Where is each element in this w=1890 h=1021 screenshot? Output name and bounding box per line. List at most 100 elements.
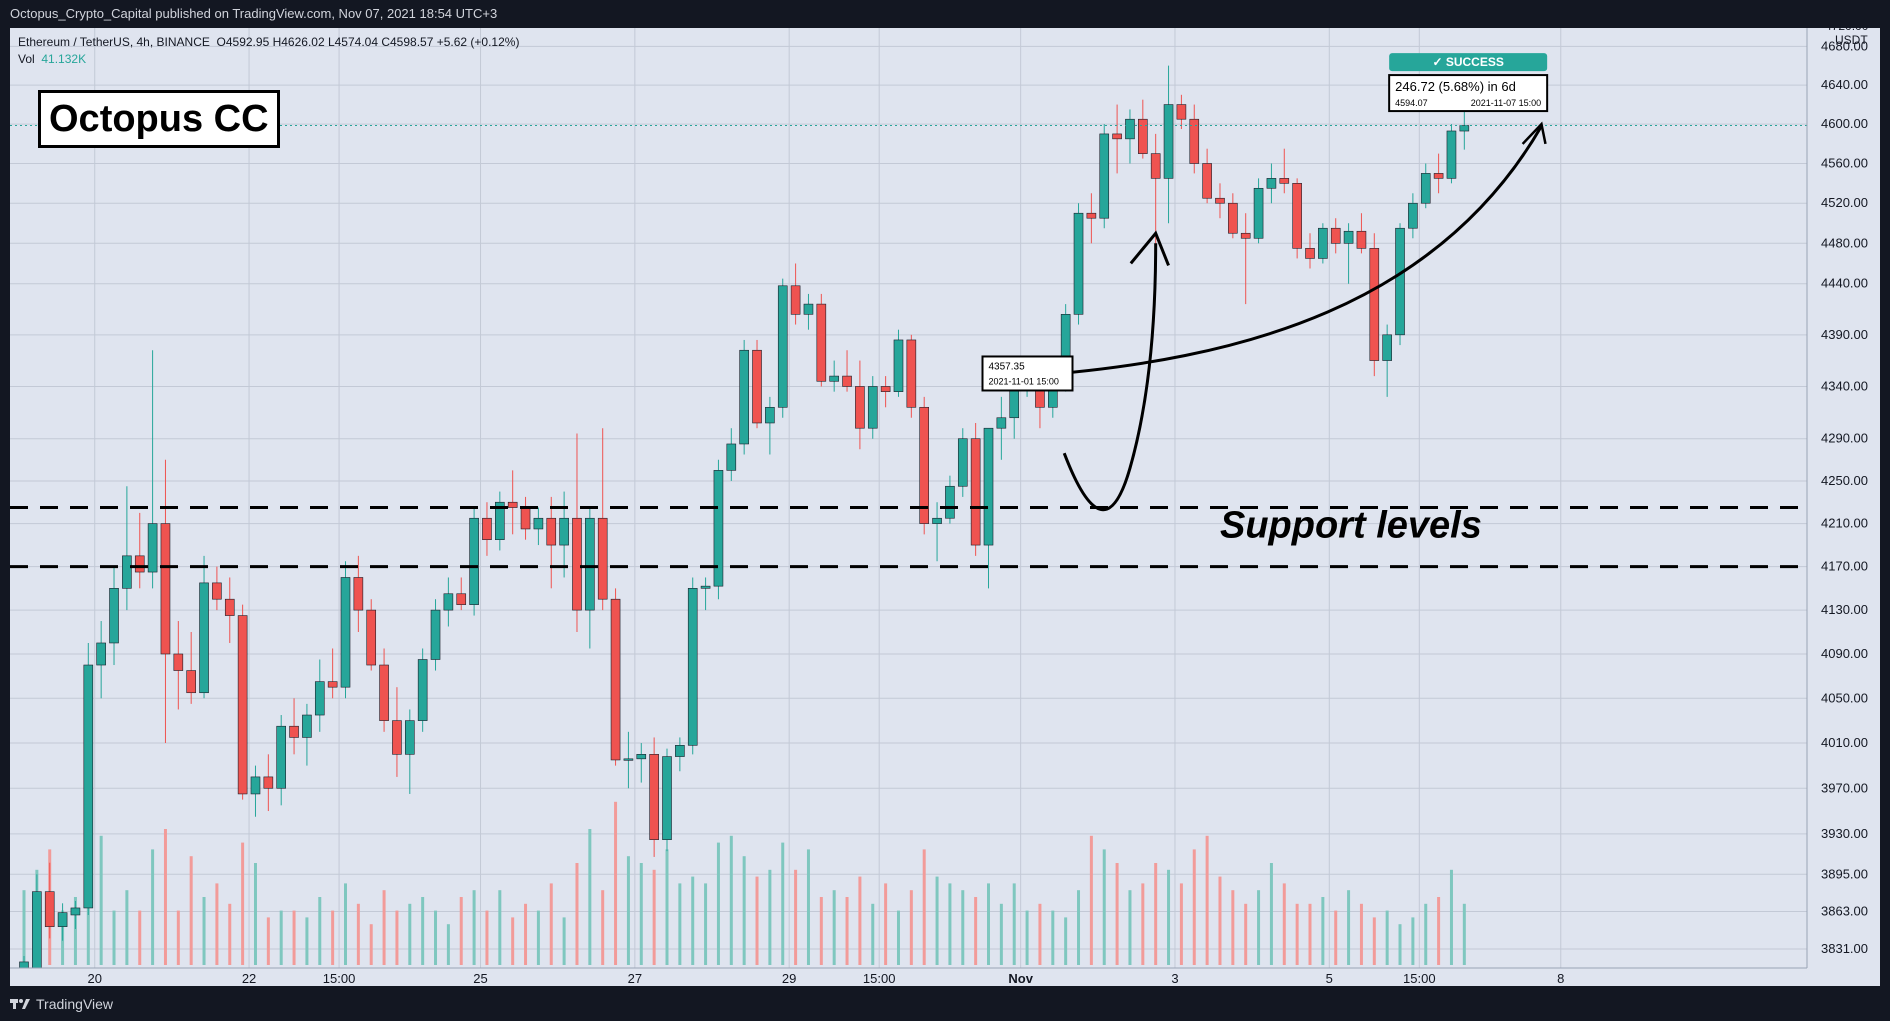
arrow-curve-1 [1062,243,1158,512]
candle-body [224,598,235,616]
measure-right: 2021-11-07 15:00 [1471,98,1541,108]
candle-body [1446,130,1457,179]
price-tick-label: 4250.00 [1821,473,1868,488]
volume-bar [639,863,643,965]
price-tick-label: 4290.00 [1821,431,1868,446]
volume-bar [138,910,142,965]
volume-bar [832,890,836,965]
volume-bar [253,863,257,965]
candle-body [739,349,749,445]
candle-body [816,303,827,382]
measure-start-price: 4357.35 [989,361,1026,372]
symbol-label[interactable]: Ethereum / TetherUS, 4h, BINANCE [18,35,210,49]
volume-bar [1012,883,1016,965]
footer-brand[interactable]: TradingView [36,995,114,1012]
time-tick-label: 25 [473,971,487,986]
volume-bar [729,835,733,965]
price-tick-label: 4050.00 [1821,690,1868,705]
candle-body [546,517,557,546]
candle-body [945,485,955,519]
candle-body [687,588,698,746]
volume-bar [1179,883,1183,965]
volume-bar [459,897,463,965]
candle-body [932,517,942,524]
candle-body [957,438,968,487]
price-tick-label: 4600.00 [1821,116,1868,131]
time-tick-label: Nov [1008,971,1033,986]
volume-bar [266,917,270,965]
volume-bar [1411,917,1415,965]
candle-body [1279,178,1290,184]
volume-bar [446,924,450,965]
candle-body [1395,227,1405,336]
volume-bar [511,917,515,965]
published-caption: Octopus_Crypto_Capital published on Trad… [10,6,498,21]
time-axis[interactable]: 20 22 15:00 25 27 29 15:00 Nov 3 5 15:00 8 [10,967,1880,986]
candle-body [314,681,325,716]
time-axis-bg [10,968,1880,986]
volume-bar [485,910,489,965]
candle-body [443,593,454,611]
volume-bar [1154,863,1158,965]
volume-bar [524,903,528,965]
time-tick-label: 15:00 [863,971,896,986]
time-tick-label: 20 [87,971,101,986]
ohlc-values: O4592.95 H4626.02 L4574.04 C4598.57 +5.6… [216,35,520,49]
volume-bar [884,883,888,965]
candle-body [623,758,634,761]
price-tick-label: 4480.00 [1821,235,1868,250]
candle-body [520,507,531,530]
candle-body [829,375,839,382]
volume-bar [922,849,926,965]
volume-bar [1038,903,1042,965]
volume-bar [691,876,695,965]
price-tick-label: 4210.00 [1821,516,1868,531]
candle-body [1343,230,1354,244]
volume-bar [614,801,618,965]
volume-bar [99,835,103,965]
candle-body [250,776,261,795]
candle-body [507,501,518,508]
candle-body [122,555,132,589]
tradingview-logo-icon[interactable] [10,997,30,1011]
volume-bar [176,910,180,965]
arrow-curve-2 [1026,125,1543,378]
candle-body [970,438,981,546]
support-levels-label: Support levels [1220,505,1482,547]
volume-bar [935,876,939,965]
candle-body [996,417,1007,429]
volume-bar [1205,835,1209,965]
volume-bar [1077,890,1081,965]
volume-bar [626,856,630,965]
price-tick-label: 3831.00 [1821,941,1868,956]
candle-body [482,517,492,540]
volume-bar [318,897,322,965]
price-tick-label: 4340.00 [1821,378,1868,393]
volume-bar [1064,917,1068,965]
volume-bar [896,910,900,965]
candle-body [1318,227,1328,259]
candle-body [1125,118,1135,140]
volume-bar [665,849,669,965]
candle-body [752,349,762,424]
price-axis[interactable]: 4680.00 4640.00 4600.00 4560.00 4520.00 4480.… [1806,28,1880,986]
volume-bar [189,856,193,965]
price-tick-partial: 4720.00 [1825,28,1869,33]
candle-body [1112,133,1122,140]
time-tick-label: 27 [628,971,642,986]
candle-body [160,523,171,655]
volume-bar [999,903,1003,965]
candle-body [726,443,737,471]
candle-body [855,386,865,429]
publisher-bar: Octopus_Crypto_Capital published on Trad… [0,0,1890,28]
volume-bar [536,910,540,965]
candle-body [1292,183,1302,249]
volume-bar [73,897,77,965]
candle-body [212,582,222,600]
candle-body [109,588,119,644]
candle-body [32,891,42,969]
candle-body [649,754,659,840]
